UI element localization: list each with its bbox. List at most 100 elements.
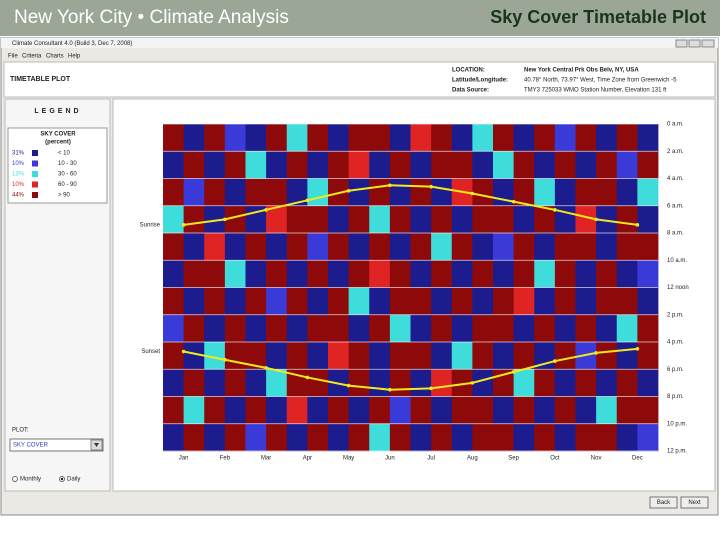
heat-cell [183, 287, 205, 316]
heat-cell [596, 124, 618, 152]
heat-cell [163, 260, 185, 288]
radio-monthly[interactable] [12, 476, 18, 482]
heat-cell [554, 287, 576, 316]
x-tick-label: Oct [550, 456, 560, 462]
heat-cell [616, 369, 638, 397]
heat-cell [389, 233, 411, 261]
heat-cell [554, 342, 576, 370]
radio-label: Daily [67, 477, 80, 483]
heat-cell [307, 124, 329, 152]
title-bar [1, 38, 718, 48]
heat-cell [369, 124, 391, 152]
heat-cell [534, 314, 556, 343]
plot-dropdown[interactable] [9, 438, 104, 452]
heat-cell [266, 205, 288, 234]
button-label: Next [688, 500, 701, 506]
heat-cell [637, 369, 659, 397]
heat-cell [245, 233, 267, 261]
series-label: Sunset [141, 349, 160, 355]
heat-cell [472, 396, 494, 425]
sun-point [635, 347, 640, 351]
heat-cell [554, 151, 576, 179]
heat-cell [348, 396, 370, 425]
heat-cell [245, 151, 267, 179]
minimize-button[interactable] [675, 39, 688, 48]
heat-cell [431, 178, 453, 207]
heat-cell [451, 124, 473, 152]
heat-cell [389, 314, 411, 343]
sun-point [346, 383, 351, 388]
heat-cell [389, 151, 411, 179]
heat-cell [431, 369, 453, 397]
heat-cell [534, 205, 556, 234]
heat-cell [328, 314, 350, 343]
heat-cell [224, 342, 246, 370]
heat-cell [328, 342, 350, 370]
heat-cell [348, 260, 370, 288]
heat-cell [204, 205, 226, 234]
heat-cell [616, 423, 638, 452]
back-button[interactable] [649, 496, 678, 509]
next-button[interactable] [680, 496, 709, 509]
x-tick-label: Jun [385, 456, 395, 462]
heat-cell [472, 178, 494, 207]
info-text: New York Central Prk Obs Belv, NY, USA [524, 68, 639, 74]
radio-label: Monthly [20, 477, 41, 483]
heat-cell [451, 396, 473, 425]
heat-cell [472, 314, 494, 343]
heat-cell [183, 178, 205, 207]
heat-cell [204, 233, 226, 261]
plot-label: PLOT: [12, 428, 29, 434]
heat-cell [534, 151, 556, 179]
heat-cell [513, 423, 535, 452]
sun-point [223, 357, 227, 362]
heat-cell [266, 342, 288, 370]
info-label: Latitude/Longitude: [452, 78, 508, 84]
heat-cell [369, 423, 391, 452]
sun-point [305, 375, 310, 380]
heat-cell [286, 233, 308, 261]
x-tick-label: Nov [591, 456, 602, 462]
menu-item[interactable]: File [8, 54, 18, 60]
heat-cell [534, 178, 556, 207]
heat-cell [286, 205, 308, 234]
heat-cell [328, 396, 350, 425]
heat-cell [163, 178, 185, 207]
heat-cell [183, 151, 205, 179]
radio-dot [60, 477, 64, 481]
heat-cell [389, 287, 411, 316]
heat-cell [472, 124, 494, 152]
heat-cell [472, 369, 494, 397]
heat-cell [534, 396, 556, 425]
heat-cell [348, 314, 370, 343]
heat-cell [554, 314, 576, 343]
menu-item[interactable]: Charts [46, 54, 64, 60]
heat-cell [410, 369, 432, 397]
maximize-button[interactable] [688, 39, 701, 48]
heat-cell [245, 423, 267, 452]
sun-point [305, 198, 310, 203]
heat-cell [245, 396, 267, 425]
menu-item[interactable]: Criteria [22, 54, 42, 60]
sun-point [264, 366, 268, 370]
heat-cell [575, 205, 597, 234]
heat-cell [224, 151, 246, 179]
close-button[interactable] [701, 39, 715, 48]
menu-item[interactable]: Help [68, 54, 81, 60]
heat-cell [307, 151, 329, 179]
sun-point [388, 183, 392, 188]
heat-cell [472, 423, 494, 452]
heat-cell [224, 233, 246, 261]
heat-cell [389, 124, 411, 152]
heat-cell [183, 124, 205, 152]
heat-cell [575, 178, 597, 207]
legend-range: 60 - 90 [58, 182, 77, 188]
heat-cell [431, 151, 453, 179]
heat-cell [224, 178, 246, 207]
heat-cell [431, 342, 453, 370]
legend-range: 10 - 30 [58, 161, 77, 167]
heat-cell [348, 178, 370, 207]
heat-cell [596, 233, 618, 261]
heat-cell [204, 396, 226, 425]
